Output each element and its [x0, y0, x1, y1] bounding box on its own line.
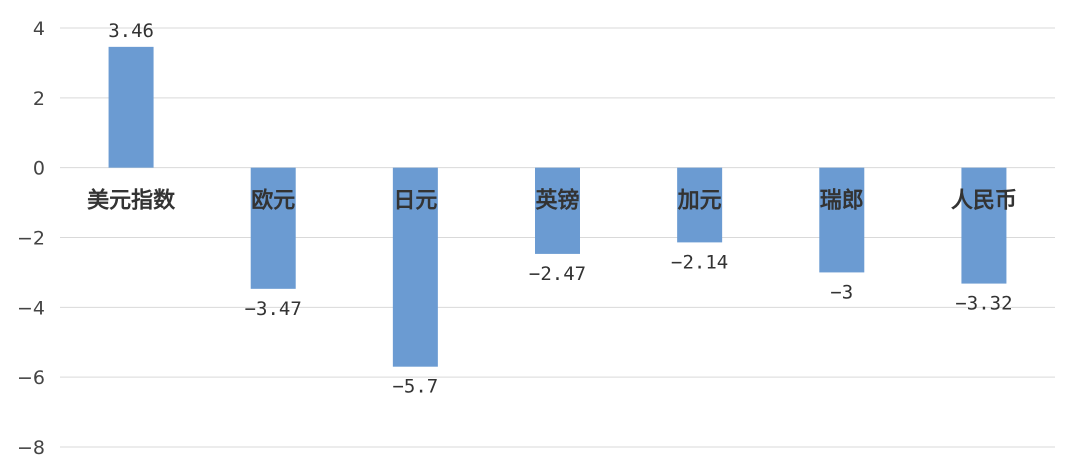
bar [535, 167, 580, 254]
y-tick-label: 2 [33, 88, 45, 110]
y-tick-label: 4 [33, 18, 45, 40]
bar [392, 167, 438, 367]
data-label: −2.47 [529, 263, 586, 285]
bar [677, 167, 723, 243]
category-label: 人民币 [951, 188, 1017, 214]
category-label: 英镑 [535, 188, 579, 214]
category-label: 加元 [677, 188, 722, 214]
y-tick-label: −2 [17, 228, 45, 250]
data-label: −3.47 [245, 298, 302, 320]
bar [250, 167, 296, 289]
data-label: −3.32 [955, 293, 1012, 315]
data-label: −3 [830, 281, 853, 303]
category-label: 日元 [393, 188, 437, 214]
y-tick-label: −6 [17, 367, 45, 389]
data-label: −2.14 [671, 251, 728, 273]
bar [819, 167, 865, 273]
y-tick-label: −4 [17, 297, 45, 319]
category-label: 瑞郎 [820, 188, 864, 214]
bar [108, 46, 154, 168]
category-label: 美元指数 [87, 188, 176, 214]
bar [961, 167, 1007, 284]
category-label: 欧元 [251, 188, 295, 214]
data-label: 3.46 [108, 20, 154, 42]
y-tick-label: −8 [17, 437, 45, 459]
y-tick-label: 0 [33, 158, 45, 180]
data-label: −5.7 [392, 376, 438, 398]
